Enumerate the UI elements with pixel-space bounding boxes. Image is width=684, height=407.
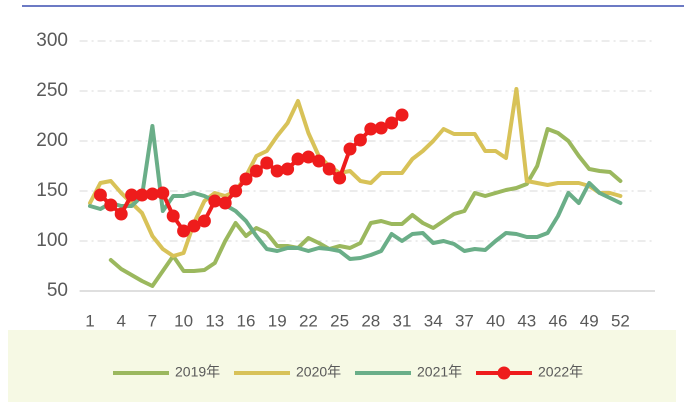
x-tick-label: 10 [174, 311, 193, 330]
data-point [208, 194, 222, 208]
x-tick-label: 52 [611, 311, 630, 330]
data-point [260, 156, 274, 170]
data-point [395, 108, 409, 122]
x-tick-label: 19 [268, 311, 287, 330]
x-tick-label: 46 [549, 311, 568, 330]
data-point [281, 162, 295, 176]
data-point [187, 219, 201, 233]
x-tick-label: 43 [517, 311, 536, 330]
data-point [104, 198, 118, 212]
data-point [114, 207, 128, 221]
x-tick-label: 25 [330, 311, 349, 330]
data-point [197, 214, 211, 228]
data-point [312, 154, 326, 168]
legend-label: 2020年 [296, 364, 341, 380]
series-line [88, 124, 623, 261]
data-point [166, 209, 180, 223]
x-tick-label: 1 [85, 311, 94, 330]
x-tick-label: 37 [455, 311, 474, 330]
data-point [93, 188, 107, 202]
y-tick-label: 250 [36, 80, 68, 101]
data-point [249, 164, 263, 178]
data-point [301, 150, 315, 164]
grid [79, 40, 655, 242]
data-point [374, 121, 388, 135]
x-tick-label: 34 [424, 311, 443, 330]
data-point [135, 188, 149, 202]
y-tick-label: 100 [36, 230, 68, 251]
legend-label: 2021年 [417, 364, 462, 380]
data-point [322, 162, 336, 176]
legend-marker [497, 366, 511, 380]
plot [88, 87, 623, 288]
legend-panel [8, 330, 676, 402]
data-point [343, 142, 357, 156]
data-point [364, 122, 378, 136]
y-tick-label: 300 [36, 30, 68, 51]
axes: 50 100 150 200 250 300 1 4 7 10 13 16 19 22 25 28 31 34 37… [36, 30, 655, 330]
data-point [125, 188, 139, 202]
series-line [88, 87, 623, 258]
data-point [333, 171, 347, 185]
x-tick-label: 16 [237, 311, 256, 330]
data-point [270, 164, 284, 178]
y-tick-label: 150 [36, 180, 68, 201]
data-point [239, 172, 253, 186]
data-point [218, 196, 232, 210]
data-point [229, 184, 243, 198]
data-point [353, 133, 367, 147]
data-point [156, 186, 170, 200]
legend-label: 2019年 [175, 364, 220, 380]
data-point [177, 224, 191, 238]
x-tick-label: 31 [393, 311, 412, 330]
y-tick-label: 50 [47, 280, 68, 301]
data-point [385, 116, 399, 130]
legend: 2019年 2020年 2021年 2022年 [113, 364, 583, 380]
series-line [108, 127, 623, 288]
x-tick-label: 4 [116, 311, 125, 330]
x-tick-label: 28 [361, 311, 380, 330]
x-tick-label: 49 [580, 311, 599, 330]
data-point [291, 152, 305, 166]
x-tick-label: 40 [486, 311, 505, 330]
legend-label: 2022年 [538, 364, 583, 380]
x-tick-label: 7 [148, 311, 157, 330]
x-tick-label: 22 [299, 311, 318, 330]
data-point [145, 187, 159, 201]
x-tick-label: 13 [205, 311, 224, 330]
y-tick-label: 200 [36, 130, 68, 151]
